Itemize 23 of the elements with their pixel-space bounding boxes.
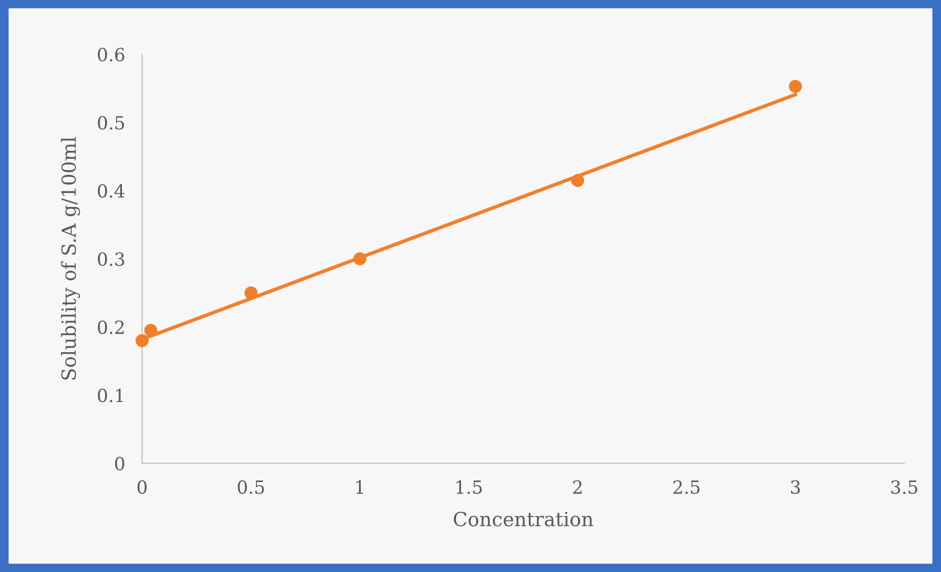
x-tick-label: 2.5 [673,480,700,494]
x-tick-label: 1 [356,480,364,494]
x-tick-label: 3 [791,480,800,494]
point [353,252,366,266]
point [144,324,158,337]
x-tick-label: 0 [138,480,147,494]
y-tick-label: 0.4 [98,184,125,198]
y-tick-label: 0.1 [98,388,123,402]
point [571,174,584,187]
x-axis-title: Concentration [454,512,594,526]
y-tick-label: 0.2 [98,320,124,334]
x-tick-label: 3.5 [891,480,918,494]
y-tick-label: 0 [115,456,124,470]
y-axis-title: Solubility of S.A g/100ml [60,137,80,380]
y-tick-label: 0.6 [98,48,124,62]
point [788,80,802,93]
y-tick-label: 0.5 [98,116,124,130]
x-tick-label: 0.5 [238,480,264,494]
point [136,334,149,348]
y-tick-label: 0.3 [98,252,124,266]
x-tick-label: 1.5 [456,480,482,494]
point [244,286,258,300]
x-tick-label: 2 [573,480,582,494]
